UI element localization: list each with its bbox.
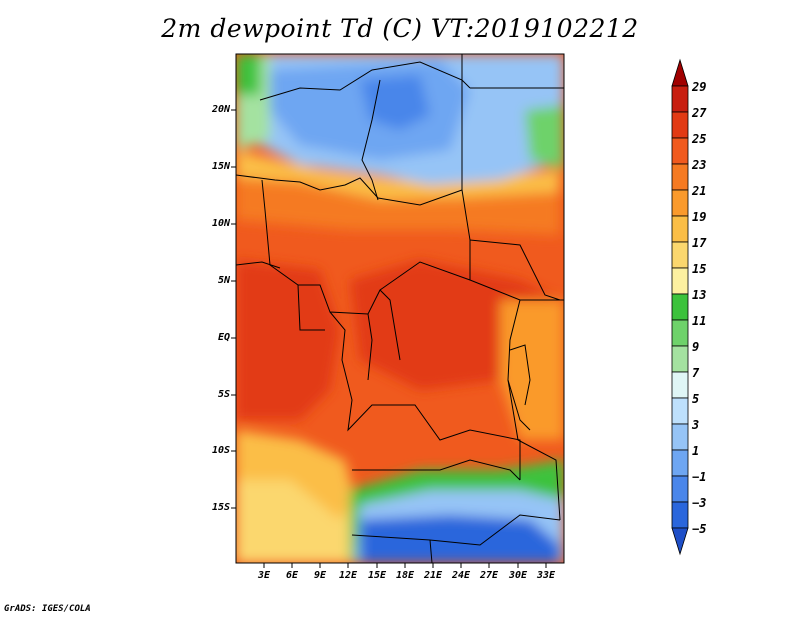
- border-segment: [469, 239, 561, 301]
- colorbar-label: 9: [692, 340, 700, 354]
- colorbar-swatch: [671, 319, 689, 347]
- lon-label-3e: 3E: [257, 570, 271, 581]
- field-zone-sahel-orange: [236, 175, 560, 235]
- colorbar-label: 1: [692, 444, 700, 458]
- colorbar-label: 3: [692, 418, 700, 432]
- colorbar-label: 5: [692, 392, 700, 406]
- lat-label-20n: 20N: [211, 104, 230, 115]
- lat-label-15n: 15N: [211, 161, 230, 172]
- border-segment: [236, 174, 463, 206]
- colorbar-swatch: [671, 423, 689, 451]
- filled-field: [236, 54, 564, 563]
- colorbar-swatch: [671, 501, 689, 529]
- colorbar-label: −1: [692, 470, 707, 484]
- border-segment: [261, 179, 471, 315]
- colorbar-label: 11: [692, 314, 707, 328]
- colorbar-swatch: [671, 475, 689, 503]
- lon-label-21e: 21E: [423, 570, 443, 581]
- border-segment: [429, 539, 433, 563]
- lat-label-5n: 5N: [217, 275, 230, 286]
- colorbar-swatch: [671, 215, 689, 243]
- colorbar-swatch: [671, 163, 689, 191]
- colorbar-swatch: [671, 397, 689, 425]
- field-zone-ne-green: [525, 105, 564, 170]
- colorbar-swatch: [671, 189, 689, 217]
- colorbar-swatch: [671, 111, 689, 139]
- field-zone-south-deep: [360, 515, 560, 563]
- chart-title: 2m dewpoint Td (C) VT:2019102212: [161, 14, 639, 43]
- field-zone-sw-orange: [236, 430, 355, 520]
- colorbar-swatch: [671, 345, 689, 373]
- colorbar-label: 19: [692, 210, 707, 224]
- colorbar-swatch: [671, 85, 689, 113]
- field-zone-sahel-yellow: [236, 150, 560, 200]
- lat-label-15s: 15S: [211, 502, 230, 513]
- border-segment: [361, 79, 381, 201]
- field-zone-sahara-deepest: [360, 75, 430, 130]
- colorbar: [671, 58, 689, 556]
- lat-label-5s: 5S: [217, 389, 230, 400]
- lon-label-6e: 6E: [285, 570, 299, 581]
- colorbar-label: 13: [692, 288, 707, 302]
- lat-label-10s: 10S: [211, 445, 230, 456]
- colorbar-label: 27: [692, 106, 707, 120]
- lon-label-18e: 18E: [395, 570, 415, 581]
- colorbar-label: 7: [692, 366, 700, 380]
- border-segment: [329, 311, 521, 480]
- border-segment: [367, 313, 373, 381]
- lon-label-30e: 30E: [508, 570, 528, 581]
- lat-ticks: [231, 109, 236, 509]
- lon-label-27e: 27E: [479, 570, 499, 581]
- colorbar-bottom-arrow: [671, 527, 689, 556]
- grads-credit: GrADS: IGES/COLA: [4, 604, 91, 614]
- colorbar-label: −3: [692, 496, 707, 510]
- colorbar-swatch: [671, 371, 689, 399]
- colorbar-label: 15: [692, 262, 707, 276]
- colorbar-swatch: [671, 137, 689, 165]
- colorbar-swatch: [671, 449, 689, 477]
- border-segment: [351, 514, 561, 546]
- colorbar-label: 21: [692, 184, 707, 198]
- border-segment: [507, 379, 531, 431]
- colorbar-top-arrow: [671, 58, 689, 87]
- country-borders: [236, 54, 564, 563]
- colorbar-swatch: [671, 267, 689, 295]
- lon-label-33e: 33E: [536, 570, 556, 581]
- border-segment: [297, 284, 325, 331]
- lon-ticks: [263, 563, 547, 568]
- border-segment: [507, 299, 561, 521]
- colorbar-label: 17: [692, 236, 707, 250]
- colorbar-label: 23: [692, 158, 707, 172]
- colorbar-swatch: [671, 293, 689, 321]
- field-zone-west-red: [236, 260, 340, 420]
- colorbar-label: 29: [692, 80, 707, 94]
- colorbar-swatch: [671, 241, 689, 269]
- lon-label-12e: 12E: [338, 570, 358, 581]
- lon-label-24e: 24E: [451, 570, 471, 581]
- lon-label-15e: 15E: [367, 570, 387, 581]
- map-frame: [235, 53, 565, 564]
- border-segment: [236, 261, 281, 269]
- border-segment: [379, 289, 401, 361]
- lat-label-eq: EQ: [217, 332, 230, 343]
- colorbar-label: −5: [692, 522, 707, 536]
- border-segment: [352, 459, 521, 481]
- border-segment: [509, 344, 531, 406]
- lon-label-9e: 9E: [313, 570, 327, 581]
- field-zone-coast-green: [236, 54, 260, 95]
- lat-label-10n: 10N: [211, 218, 230, 229]
- colorbar-label: 25: [692, 132, 707, 146]
